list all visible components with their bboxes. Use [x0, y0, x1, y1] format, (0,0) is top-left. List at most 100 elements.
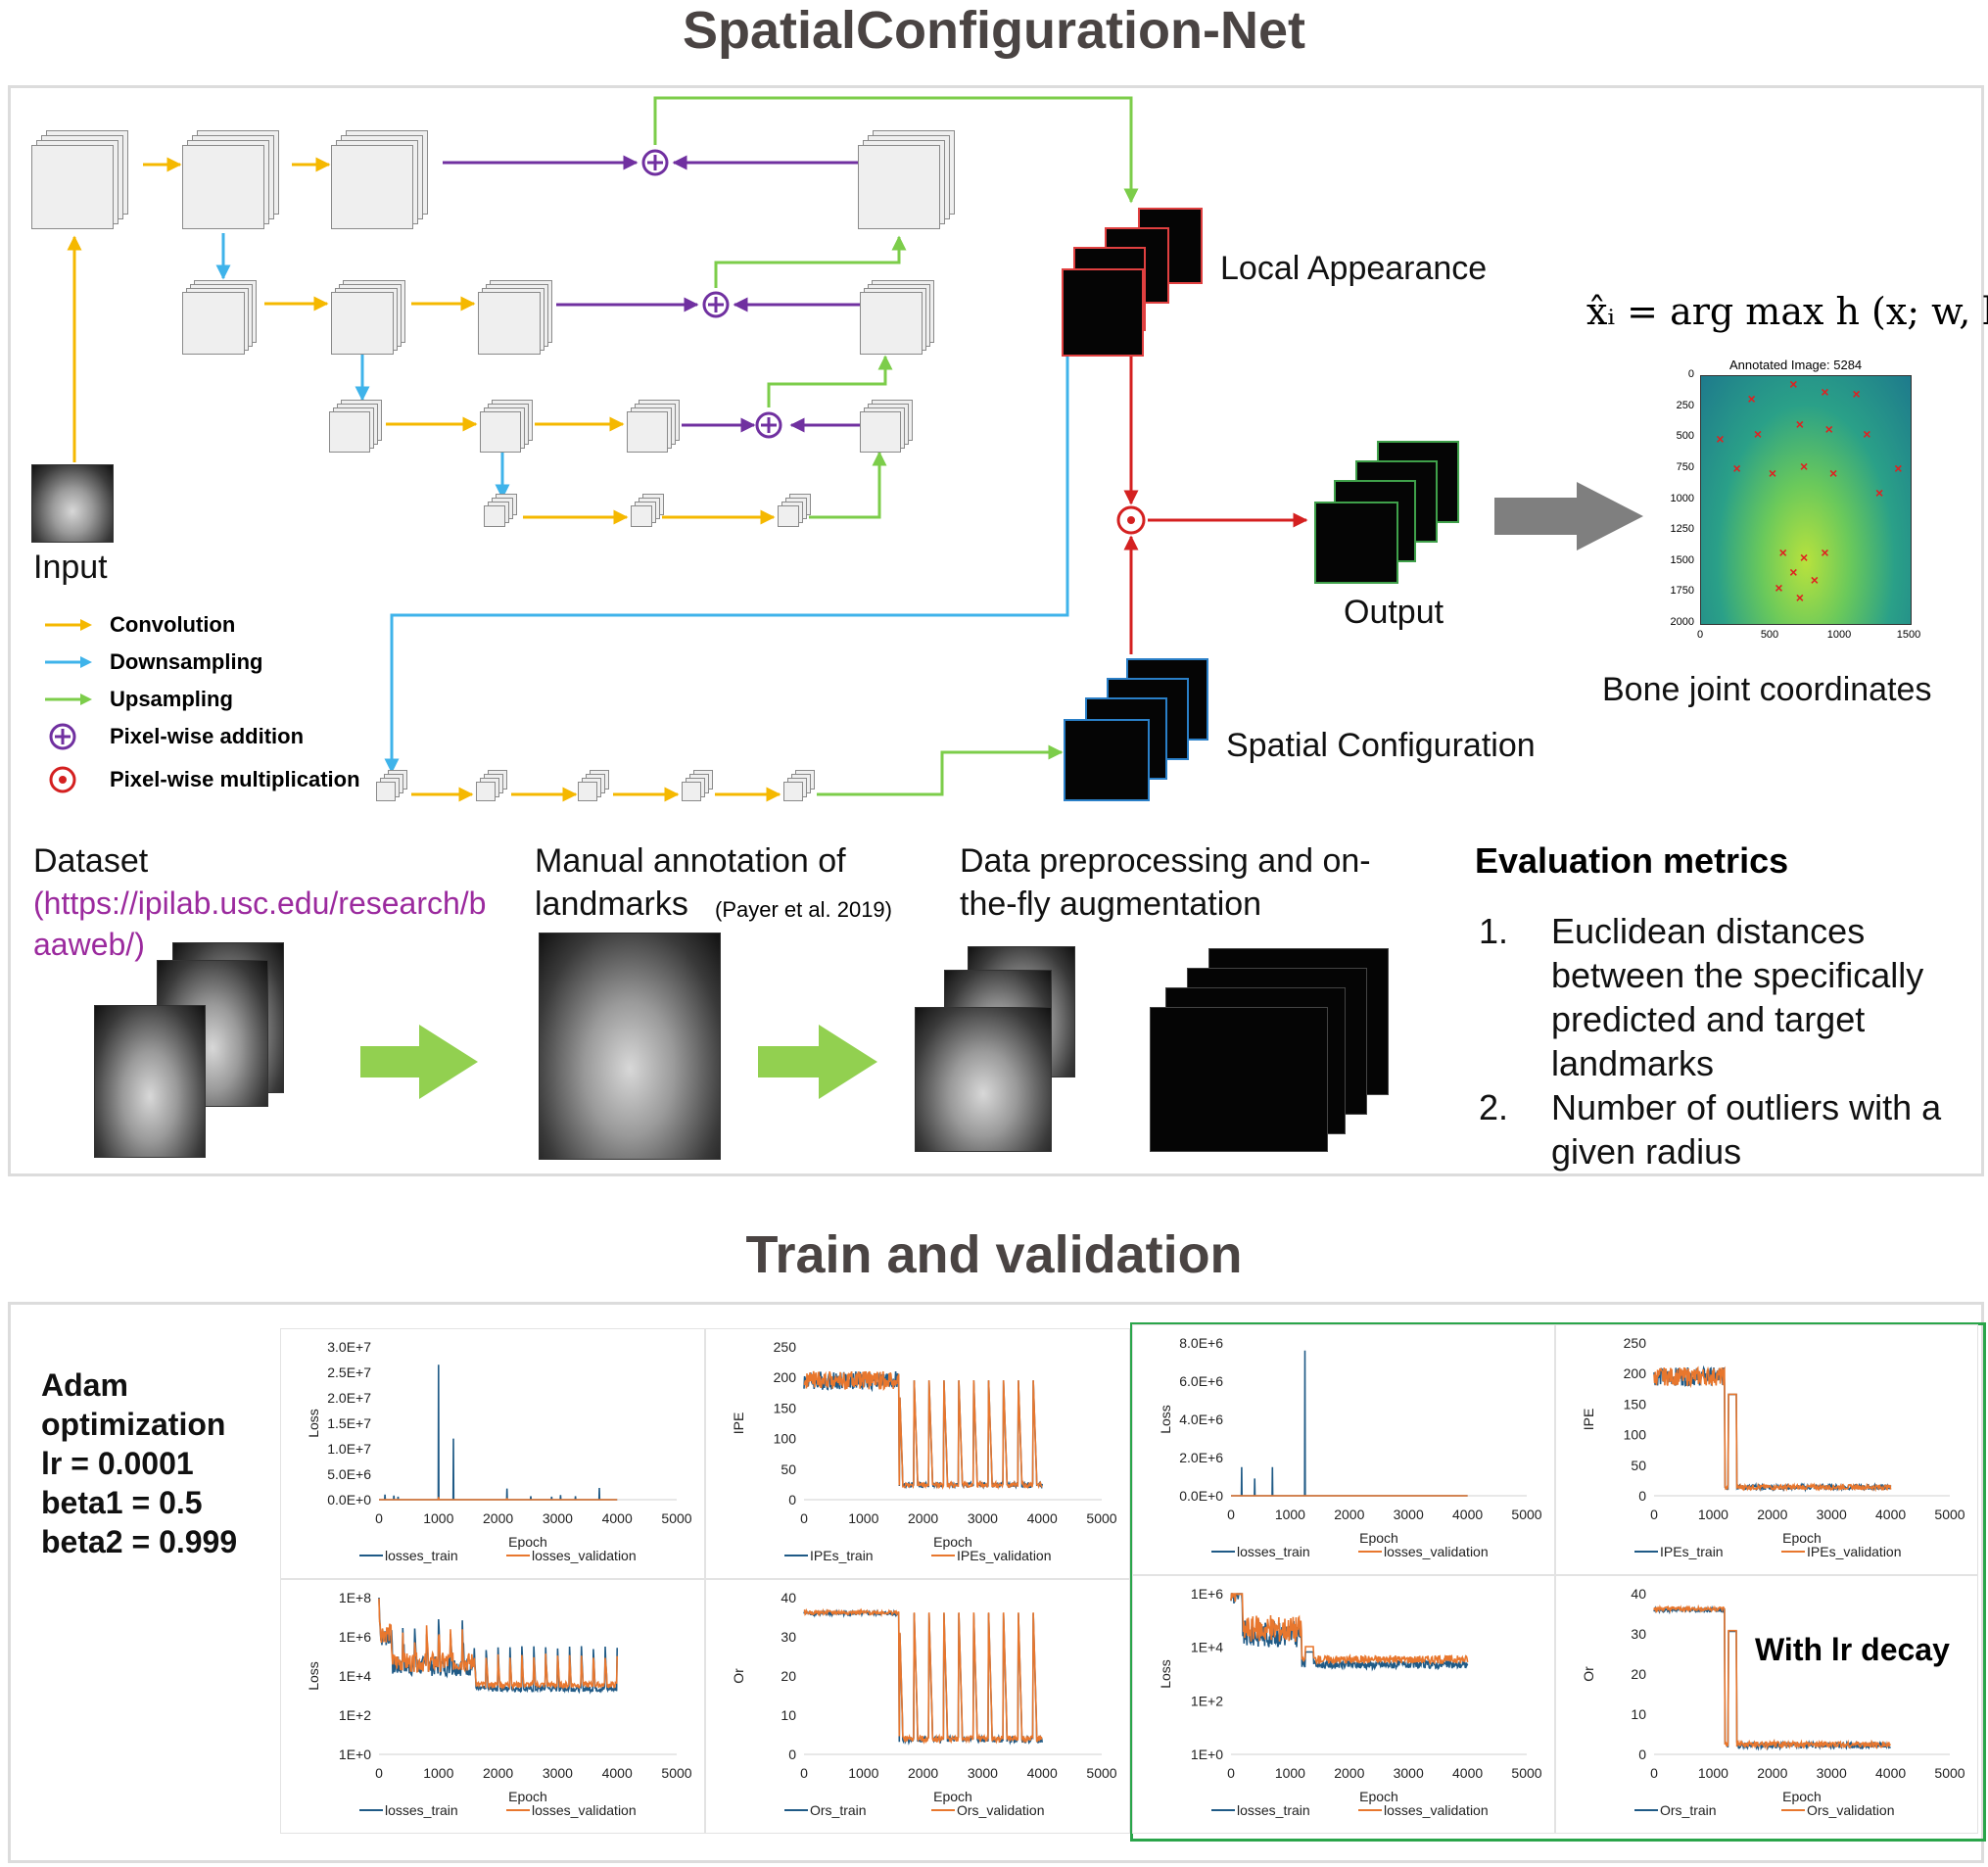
- legend-label: Ors_validation: [957, 1802, 1045, 1818]
- annotated-xray-image: [539, 933, 721, 1160]
- flow-arrow-2: [758, 1025, 877, 1099]
- legend-label: Convolution: [110, 612, 236, 637]
- x-axis-label: Epoch: [1782, 1530, 1822, 1546]
- landmark-marker: ×: [1775, 579, 1783, 596]
- local-appearance-label: Local Appearance: [1220, 250, 1488, 287]
- chart-8: 0 10 20 30 40 0 1000 2000 3000 4000 5000 Epoch Or Ors…: [1555, 1575, 1978, 1834]
- y-tick-label: 5.0E+6: [327, 1466, 371, 1482]
- dot-circle-icon: [43, 765, 96, 794]
- series-line-losses_validation: [1230, 1593, 1469, 1666]
- x-tick-label: 1000: [848, 1510, 878, 1526]
- annotated-hand-image: [1700, 375, 1912, 625]
- eval-item-text: Euclidean distances: [1551, 911, 1866, 951]
- top-panel: [8, 85, 1984, 1176]
- landmark-marker: ×: [1789, 376, 1798, 393]
- pixel-addition-node: [641, 149, 782, 439]
- legend-label: Ors_train: [810, 1802, 867, 1818]
- chart-svg: 1E+0 1E+2 1E+4 1E+6 0 1000 2000 3000 4000 5000 Epo…: [1158, 1586, 1542, 1818]
- chart-svg: 0 10 20 30 40 0 1000 2000 3000 4000 5000 Epoch Or Ors…: [1581, 1586, 1965, 1818]
- manual-annotation-line1: Manual annotation of: [535, 842, 846, 880]
- y-tick-label: 0.0E+0: [1179, 1488, 1223, 1504]
- y-tick-label: 1E+6: [1191, 1586, 1223, 1602]
- annot-y-tick: 0: [1687, 368, 1694, 380]
- y-tick-label: 6.0E+6: [1179, 1373, 1223, 1389]
- feature-map: [329, 411, 370, 453]
- y-tick-label: 1E+4: [1191, 1640, 1223, 1655]
- y-tick-label: 4.0E+6: [1179, 1412, 1223, 1427]
- pixel-multiplication-node: [1116, 505, 1146, 535]
- x-tick-label: 4000: [1875, 1765, 1906, 1781]
- legend-item: Downsampling: [43, 647, 262, 677]
- annot-y-tick: 1250: [1670, 523, 1694, 536]
- x-tick-label: 1000: [848, 1765, 878, 1781]
- series-line-IPEs_train: [1653, 1364, 1892, 1493]
- legend-item: Pixel-wise multiplication: [43, 765, 360, 794]
- y-axis-label: IPE: [731, 1412, 746, 1435]
- legend-label: losses_train: [1237, 1802, 1310, 1818]
- x-tick-label: 4000: [1875, 1507, 1906, 1522]
- feature-map: [631, 505, 652, 527]
- x-tick-label: 1000: [1275, 1507, 1305, 1522]
- series-line-IPEs_validation: [803, 1370, 1043, 1490]
- y-tick-label: 1.5E+7: [327, 1415, 371, 1431]
- annot-y-tick: 1750: [1670, 585, 1694, 598]
- annot-y-tick: 500: [1676, 430, 1694, 443]
- y-tick-label: 250: [1624, 1335, 1647, 1351]
- spatial-configuration-label: Spatial Configuration: [1226, 727, 1536, 764]
- annot-y-tick: 1000: [1670, 492, 1694, 504]
- landmark-heatmap: [1150, 1007, 1328, 1152]
- eval-item-text: landmarks: [1551, 1043, 1715, 1083]
- annot-y-tick: 1500: [1670, 553, 1694, 566]
- x-tick-label: 0: [1227, 1507, 1235, 1522]
- y-axis-label: Loss: [1158, 1405, 1173, 1434]
- adam-line: beta2 = 0.999: [41, 1524, 238, 1559]
- x-tick-label: 3000: [1394, 1507, 1424, 1522]
- chart-svg: 0.0E+0 2.0E+6 4.0E+6 6.0E+6 8.0E+6 0 1000 2000 3…: [1158, 1335, 1542, 1559]
- x-tick-label: 2000: [1334, 1765, 1364, 1781]
- x-axis-label: Epoch: [1359, 1789, 1398, 1804]
- x-tick-label: 4000: [1452, 1765, 1483, 1781]
- feature-map: [578, 782, 597, 801]
- legend-item: Upsampling: [43, 685, 233, 714]
- chart-svg: 0 50 100 150 200 250 0 1000 2000 3000 4000 5000 Epoc…: [731, 1339, 1117, 1563]
- x-tick-label: 4000: [602, 1765, 633, 1781]
- annot-y-tick: 2000: [1670, 616, 1694, 628]
- feature-map: [480, 411, 521, 453]
- feature-map: [376, 782, 396, 801]
- chart-svg: 1E+0 1E+2 1E+4 1E+6 1E+8 0 1000 2000 3000 4000 500…: [306, 1590, 692, 1818]
- y-axis-label: Loss: [306, 1409, 321, 1438]
- series-line-Ors_train: [1653, 1604, 1891, 1751]
- dataset-url-line2[interactable]: aaweb/): [33, 927, 145, 962]
- feature-map: [783, 782, 803, 801]
- x-tick-label: 4000: [1027, 1510, 1058, 1526]
- lr-decay-box: [1130, 1322, 1986, 1842]
- x-tick-label: 1000: [423, 1765, 453, 1781]
- chart-1: 0.0E+0 5.0E+6 1.0E+7 1.5E+7 2.0E+7 2.5E+7 3.0E…: [280, 1328, 705, 1579]
- x-tick-label: 4000: [1027, 1765, 1058, 1781]
- dataset-url-line1[interactable]: (https://ipilab.usc.edu/research/b: [33, 886, 487, 921]
- landmark-marker: ×: [1821, 545, 1829, 561]
- x-tick-label: 3000: [543, 1765, 573, 1781]
- y-tick-label: 40: [1631, 1586, 1646, 1602]
- preprocessing-line2: the-fly augmentation: [960, 886, 1262, 923]
- y-tick-label: 1E+4: [339, 1668, 371, 1684]
- x-tick-label: 5000: [1934, 1507, 1964, 1522]
- feature-map: [182, 292, 245, 355]
- landmark-marker: ×: [1789, 564, 1798, 581]
- y-tick-label: 20: [781, 1668, 796, 1684]
- y-tick-label: 0: [788, 1747, 796, 1762]
- legend-arrow-icon: [43, 647, 96, 677]
- x-tick-label: 3000: [1394, 1765, 1424, 1781]
- landmark-marker: ×: [1732, 460, 1741, 477]
- eval-item-text: Number of outliers with a: [1551, 1087, 1942, 1127]
- legend-label: Ors_validation: [1807, 1802, 1895, 1818]
- y-tick-label: 30: [1631, 1626, 1646, 1642]
- dataset-image-1: [94, 1005, 206, 1158]
- y-tick-label: 150: [774, 1400, 797, 1415]
- chart-4: 0 50 100 150 200 250 0 1000 2000 3000 4000 5000 Epoc…: [1555, 1324, 1978, 1575]
- landmark-marker: ×: [1778, 545, 1787, 561]
- x-tick-label: 4000: [602, 1510, 633, 1526]
- x-tick-label: 2000: [483, 1765, 513, 1781]
- chart-svg: 0.0E+0 5.0E+6 1.0E+7 1.5E+7 2.0E+7 2.5E+7 3.0E…: [306, 1339, 692, 1563]
- series-line-IPEs_validation: [1653, 1365, 1892, 1493]
